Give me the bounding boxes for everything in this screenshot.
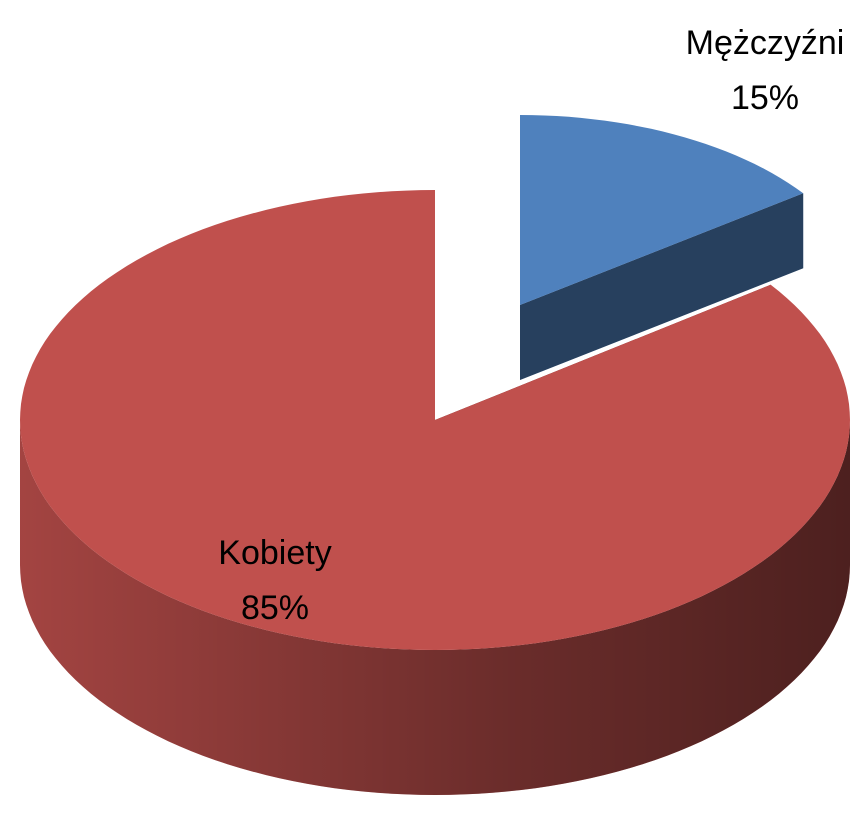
slice-side-shade — [20, 420, 850, 795]
slice — [20, 190, 850, 650]
slice-label: Kobiety — [218, 534, 331, 572]
slice-value-label: 15% — [731, 79, 799, 117]
slice-face-shade — [520, 193, 804, 380]
slice-value-label: 85% — [241, 589, 309, 627]
slice-label: Mężczyźni — [686, 24, 845, 62]
slice — [520, 115, 804, 305]
